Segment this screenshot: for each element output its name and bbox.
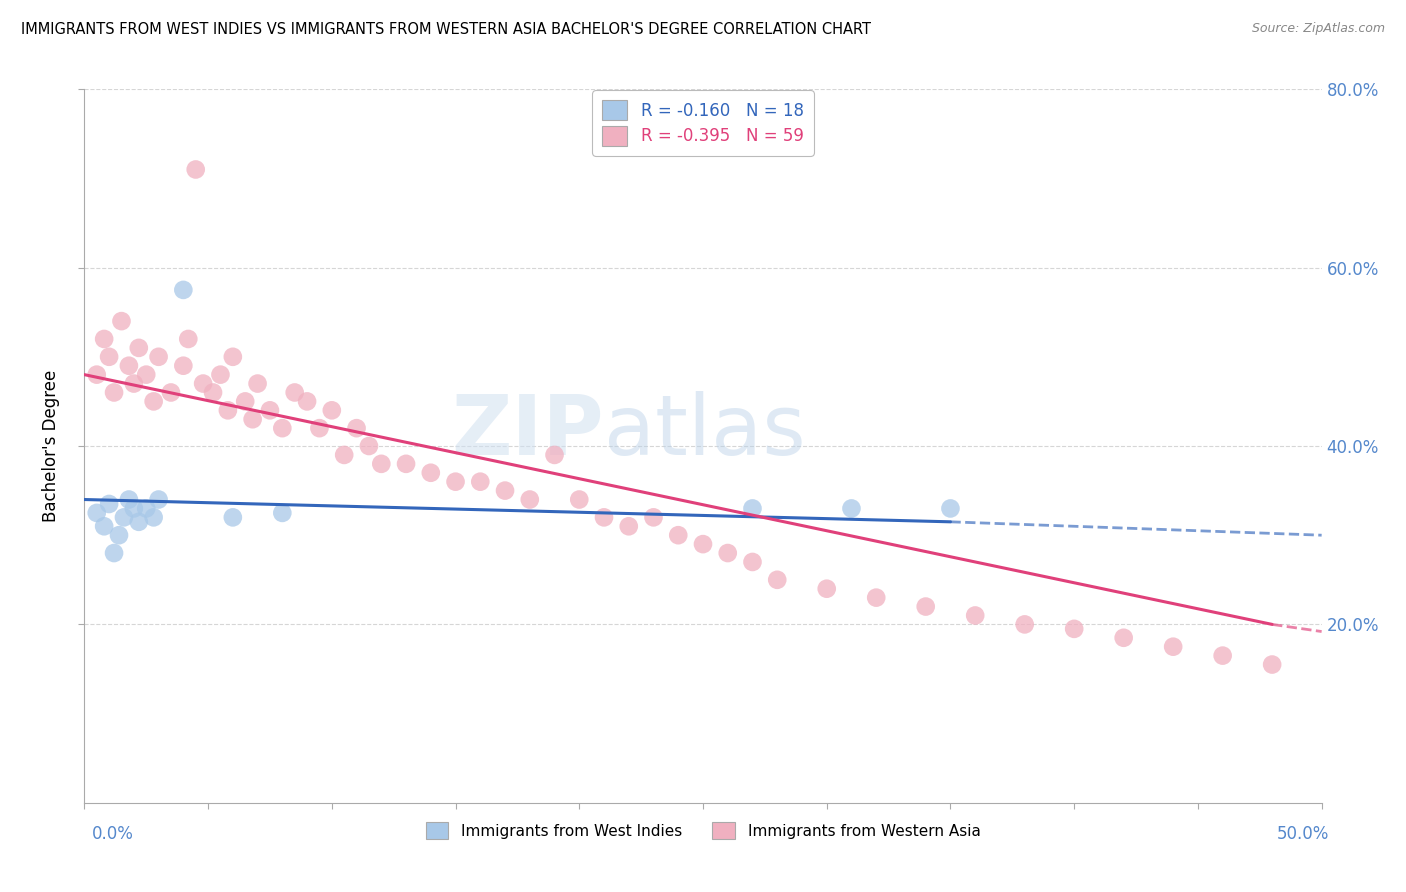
Point [841,501,863,516]
Point [110,314,132,328]
Point [86,368,108,382]
Point [148,492,170,507]
Text: Source: ZipAtlas.com: Source: ZipAtlas.com [1251,22,1385,36]
Point [222,510,245,524]
Point [593,510,616,524]
Point [108,528,131,542]
Point [346,421,368,435]
Point [259,403,281,417]
Point [519,492,541,507]
Point [118,492,141,507]
Point [543,448,565,462]
Point [118,359,141,373]
Point [128,341,150,355]
Point [444,475,467,489]
Point [122,376,145,391]
Text: IMMIGRANTS FROM WEST INDIES VS IMMIGRANTS FROM WESTERN ASIA BACHELOR'S DEGREE CO: IMMIGRANTS FROM WEST INDIES VS IMMIGRANT… [21,22,872,37]
Point [1063,622,1085,636]
Point [103,546,125,560]
Point [308,421,330,435]
Point [1014,617,1036,632]
Point [160,385,183,400]
Point [122,501,145,516]
Point [98,497,121,511]
Point [914,599,936,614]
Text: ZIP: ZIP [451,392,605,472]
Point [717,546,740,560]
Point [666,528,689,542]
Text: atlas: atlas [605,392,806,472]
Point [470,475,492,489]
Point [494,483,516,498]
Point [93,332,115,346]
Point [419,466,441,480]
Point [142,394,165,409]
Point [172,359,194,373]
Point [246,376,269,391]
Point [568,492,591,507]
Point [395,457,418,471]
Point [741,555,763,569]
Point [271,421,294,435]
Point [939,501,962,516]
Point [184,162,207,177]
Point [766,573,789,587]
Point [217,403,239,417]
Point [333,448,356,462]
Point [202,385,225,400]
Point [148,350,170,364]
Point [191,376,214,391]
Point [692,537,714,551]
Point [284,385,307,400]
Text: 0.0%: 0.0% [91,825,134,843]
Point [93,519,115,533]
Point [965,608,987,623]
Point [233,394,256,409]
Point [135,368,157,382]
Point [86,506,108,520]
Point [135,501,157,516]
Point [1161,640,1184,654]
Point [142,510,165,524]
Point [172,283,194,297]
Point [370,457,392,471]
Point [177,332,200,346]
Point [103,385,125,400]
Point [112,510,135,524]
Point [1212,648,1234,663]
Point [815,582,838,596]
Legend: Immigrants from West Indies, Immigrants from Western Asia: Immigrants from West Indies, Immigrants … [419,816,987,845]
Point [321,403,343,417]
Point [865,591,887,605]
Point [222,350,245,364]
Point [357,439,380,453]
Point [209,368,232,382]
Text: 50.0%: 50.0% [1277,825,1329,843]
Point [98,350,121,364]
Point [295,394,318,409]
Point [643,510,665,524]
Point [128,515,150,529]
Point [242,412,264,426]
Point [617,519,640,533]
Point [741,501,763,516]
Point [1261,657,1284,672]
Y-axis label: Bachelor's Degree: Bachelor's Degree [42,370,60,522]
Point [271,506,294,520]
Point [1112,631,1135,645]
